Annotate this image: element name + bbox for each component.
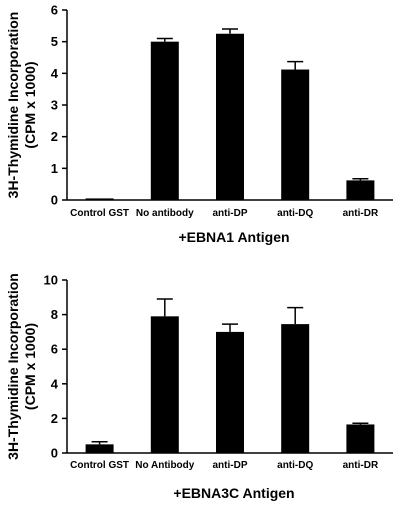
y-axis-label-line2: (CPM x 1000) [22, 323, 38, 410]
bar [346, 424, 375, 453]
y-tick-label: 4 [51, 376, 59, 391]
bar [281, 69, 310, 201]
ebna3c-chart: 0 2 4 6 8 10 Control GST No Antibody anti-DP anti… [5, 273, 393, 501]
bar [281, 324, 310, 453]
bar [346, 180, 375, 200]
category-label: No antibody [136, 208, 194, 219]
y-tick-label: 0 [51, 446, 58, 461]
category-label: anti-DP [213, 208, 248, 219]
category-label: No Antibody [135, 460, 195, 471]
category-label: anti-DQ [277, 460, 313, 471]
y-axis-label-line2: (CPM x 1000) [22, 61, 38, 148]
y-axis-label-line1: 3H-Thymidine Incorporation [5, 273, 21, 460]
x-axis-label: +EBNA3C Antigen [173, 485, 294, 501]
category-label: anti-DP [213, 460, 248, 471]
bar [85, 198, 114, 200]
y-axis-label: 3H-Thymidine Incorporation(CPM x 1000) [5, 12, 38, 199]
y-tick-label: 6 [51, 3, 58, 18]
bar [150, 316, 179, 453]
bar [216, 33, 244, 200]
category-label: Control GST [70, 208, 129, 219]
y-tick-label: 3 [51, 98, 58, 113]
y-axis-label: 3H-Thymidine Incorporation(CPM x 1000) [5, 273, 38, 460]
y-tick-label: 2 [51, 411, 58, 426]
y-tick-label: 1 [51, 161, 58, 176]
y-tick-label: 6 [51, 342, 58, 357]
category-label: anti-DQ [277, 208, 313, 219]
category-label: anti-DR [343, 208, 379, 219]
y-tick-label: 5 [51, 34, 58, 49]
ebna1-chart: 0 1 2 3 4 5 6 Control GST No antibody anti-DP anti… [5, 3, 393, 245]
y-tick-label: 8 [51, 307, 58, 322]
y-axis-label-line1: 3H-Thymidine Incorporation [5, 12, 21, 199]
y-tick-label: 4 [51, 66, 59, 81]
category-label: anti-DR [343, 460, 379, 471]
y-tick-label: 0 [51, 193, 58, 208]
category-label: Control GST [70, 460, 129, 471]
bar [85, 444, 114, 453]
x-axis-label: +EBNA1 Antigen [178, 229, 289, 245]
y-tick-label: 2 [51, 129, 58, 144]
y-tick-label: 10 [44, 273, 58, 288]
bar [216, 331, 244, 453]
bar [150, 41, 179, 200]
